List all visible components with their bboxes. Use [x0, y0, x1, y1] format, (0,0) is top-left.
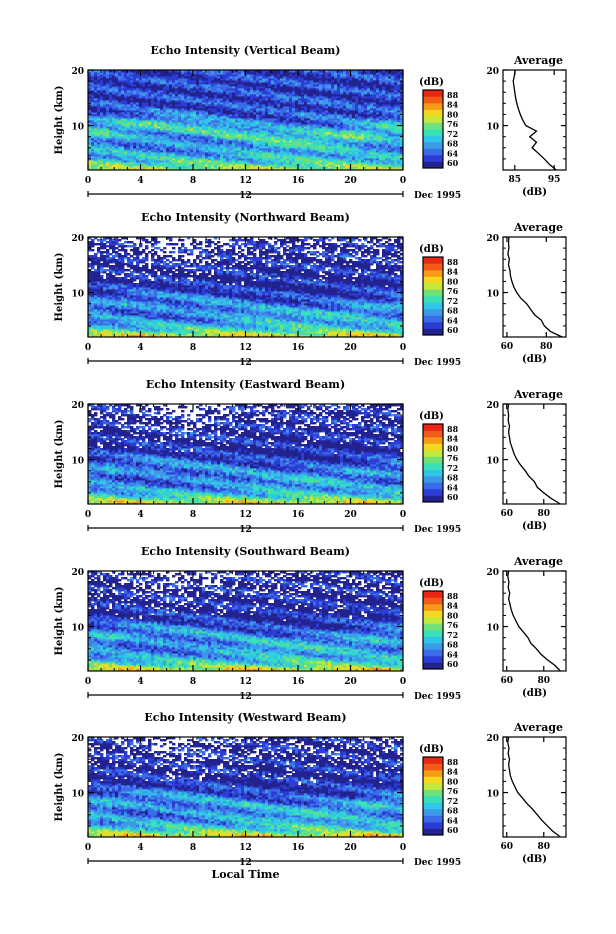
panel-title: Echo Intensity (Vertical Beam)	[150, 44, 340, 57]
panel-0: Echo Intensity (Vertical Beam)Height (km…	[54, 44, 566, 201]
heatmap-cells	[88, 70, 403, 170]
